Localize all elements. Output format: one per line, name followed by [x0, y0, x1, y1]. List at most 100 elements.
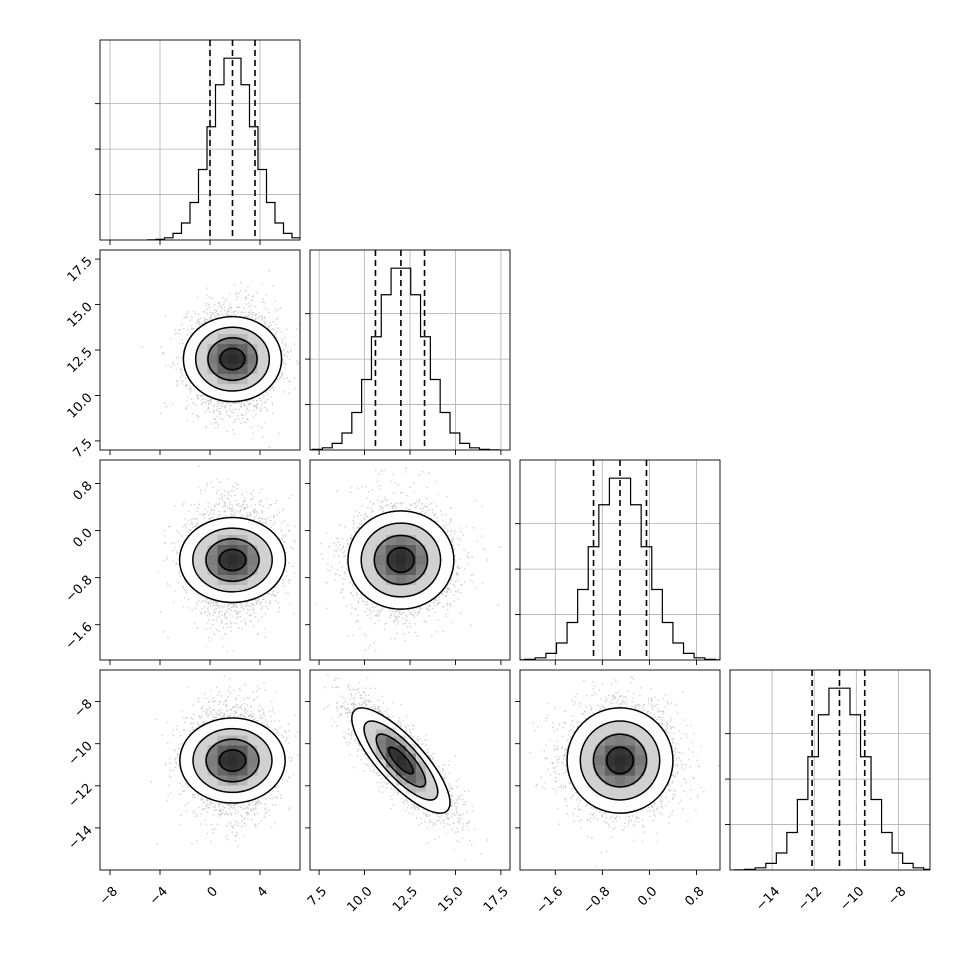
scatter-point	[217, 489, 219, 492]
scatter-point	[174, 328, 176, 331]
scatter-point	[181, 535, 183, 537]
scatter-point	[237, 418, 240, 420]
scatter-point	[207, 502, 209, 505]
scatter-point	[229, 415, 231, 417]
scatter-point	[209, 604, 212, 606]
scatter-point	[230, 410, 232, 413]
scatter-point	[182, 526, 184, 528]
scatter-point	[196, 510, 198, 513]
scatter-point	[215, 628, 218, 631]
scatter-point	[234, 494, 236, 497]
scatter-point	[289, 380, 292, 382]
scatter-point	[272, 321, 275, 323]
scatter-point	[275, 310, 278, 312]
scatter-point	[235, 418, 237, 421]
scatter-point	[234, 310, 237, 313]
density-cell	[227, 374, 238, 385]
scatter-point	[189, 388, 192, 390]
scatter-point	[202, 398, 205, 401]
scatter-point	[206, 308, 208, 311]
scatter-point	[240, 281, 242, 284]
scatter-point	[218, 615, 220, 618]
scatter-point	[250, 402, 252, 405]
scatter-point	[221, 619, 223, 622]
scatter-point	[186, 384, 188, 386]
scatter-point	[193, 503, 196, 506]
scatter-point	[195, 524, 197, 527]
scatter-point	[217, 315, 220, 317]
scatter-point	[293, 377, 296, 379]
scatter-point	[189, 319, 192, 321]
scatter-point	[283, 354, 285, 356]
scatter-point	[264, 612, 266, 615]
scatter-point	[268, 389, 270, 392]
scatter-point	[251, 299, 253, 302]
scatter-point	[217, 426, 219, 429]
scatter-point	[248, 409, 251, 412]
scatter-point	[281, 350, 284, 353]
scatter-point	[219, 401, 221, 404]
scatter-point	[274, 521, 276, 524]
scatter-point	[293, 343, 296, 345]
scatter-point	[274, 333, 277, 335]
scatter-point	[270, 396, 273, 398]
scatter-point	[257, 317, 259, 320]
scatter-point	[181, 504, 184, 506]
scatter-point	[175, 552, 178, 555]
scatter-point	[205, 302, 208, 305]
scatter-point	[184, 315, 187, 318]
scatter-point	[209, 411, 211, 413]
scatter-point	[212, 512, 215, 515]
scatter-point	[185, 408, 187, 410]
scatter-point	[261, 616, 263, 618]
scatter-point	[236, 611, 238, 614]
scatter-point	[159, 412, 162, 415]
scatter-point	[184, 589, 186, 591]
scatter-point	[287, 496, 290, 499]
scatter-point	[238, 306, 241, 308]
panel-frame	[729, 669, 931, 871]
scatter-point	[213, 509, 216, 512]
scatter-point	[228, 310, 230, 313]
scatter-point	[275, 599, 277, 602]
scatter-point	[261, 606, 264, 608]
scatter-point	[240, 413, 243, 415]
scatter-point	[207, 636, 210, 639]
scatter-point	[261, 403, 263, 406]
scatter-point	[266, 409, 269, 412]
scatter-point	[210, 313, 212, 316]
scatter-point	[254, 313, 257, 316]
panel-hist-3	[515, 459, 721, 661]
scatter-point	[229, 292, 231, 295]
scatter-point	[252, 399, 255, 402]
scatter-point	[243, 307, 245, 310]
scatter-point	[260, 407, 262, 409]
scatter-point	[193, 310, 195, 313]
scatter-point	[207, 607, 209, 609]
scatter-point	[255, 602, 258, 604]
contour-line	[207, 337, 258, 382]
scatter-point	[239, 615, 242, 618]
scatter-point	[213, 633, 216, 635]
scatter-point	[289, 349, 292, 352]
scatter-point	[190, 387, 192, 389]
scatter-point	[196, 320, 199, 322]
scatter-point	[296, 363, 299, 365]
scatter-point	[240, 402, 243, 405]
scatter-point	[206, 287, 209, 290]
scatter-point	[197, 466, 199, 468]
scatter-point	[225, 617, 228, 620]
scatter-point	[224, 623, 227, 625]
scatter-point	[235, 606, 238, 609]
scatter-point	[221, 498, 223, 501]
scatter-point	[260, 499, 263, 502]
scatter-point	[209, 317, 212, 320]
scatter-point	[282, 579, 285, 581]
scatter-point	[188, 510, 190, 512]
scatter-point	[216, 421, 218, 424]
scatter-point	[200, 492, 202, 495]
scatter-point	[277, 591, 279, 594]
scatter-point	[185, 385, 187, 388]
scatter-point	[220, 306, 222, 309]
scatter-point	[209, 613, 211, 616]
